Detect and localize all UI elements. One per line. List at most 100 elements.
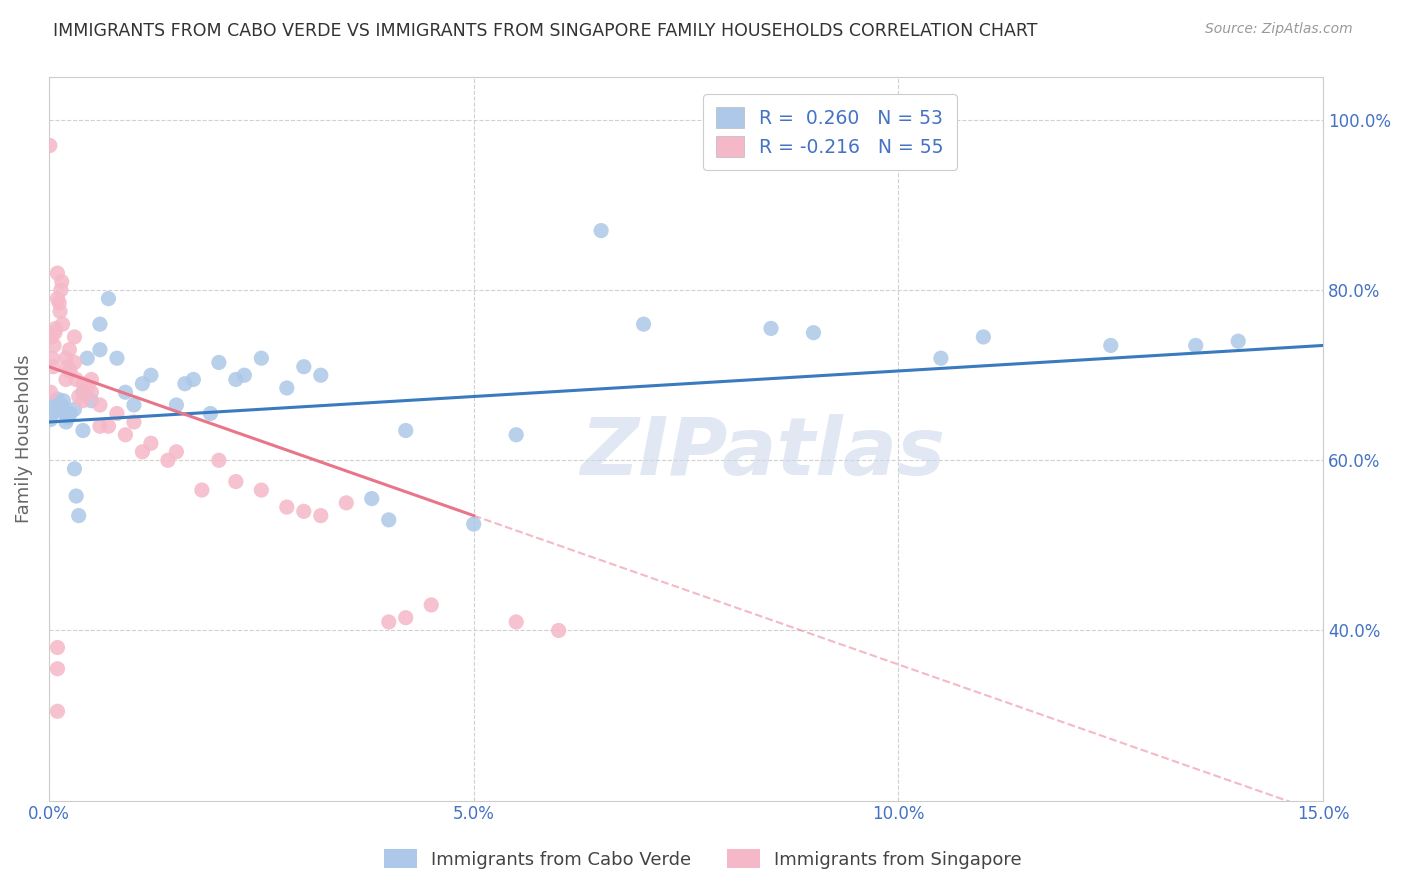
Point: [46, 392, 69, 406]
Point: [42, 338, 65, 352]
Point: [63, 402, 86, 417]
Point: [183, 372, 205, 386]
Point: [72, 424, 94, 438]
Point: [80, 393, 103, 408]
Point: [63, 462, 86, 476]
Point: [105, 351, 128, 366]
Point: [208, 453, 231, 467]
Point: [139, 436, 162, 450]
Point: [46, 640, 69, 655]
Point: [76, 351, 98, 366]
Point: [395, 424, 418, 438]
Point: [225, 372, 247, 386]
Point: [377, 615, 399, 629]
Point: [165, 398, 187, 412]
Point: [55, 351, 77, 366]
Point: [65, 489, 87, 503]
Point: [803, 326, 825, 340]
Point: [49, 283, 72, 297]
Point: [250, 351, 273, 366]
Point: [63, 330, 86, 344]
Point: [89, 419, 111, 434]
Point: [165, 444, 187, 458]
Point: [63, 355, 86, 369]
Point: [114, 427, 136, 442]
Point: [72, 385, 94, 400]
Point: [972, 330, 994, 344]
Point: [276, 500, 298, 514]
Point: [276, 381, 298, 395]
Point: [52, 393, 75, 408]
Point: [42, 402, 65, 417]
Point: [292, 359, 315, 374]
Point: [56, 359, 79, 374]
Point: [547, 624, 569, 638]
Point: [360, 491, 382, 506]
Point: [131, 444, 153, 458]
Point: [591, 224, 613, 238]
Point: [46, 704, 69, 718]
Point: [105, 407, 128, 421]
Point: [59, 407, 82, 421]
Point: [97, 419, 120, 434]
Point: [46, 662, 69, 676]
Text: ZIPatlas: ZIPatlas: [581, 415, 945, 492]
Point: [67, 389, 90, 403]
Point: [44, 326, 66, 340]
Point: [51, 275, 73, 289]
Point: [233, 368, 256, 383]
Point: [42, 359, 65, 374]
Point: [1184, 338, 1206, 352]
Point: [97, 292, 120, 306]
Point: [48, 402, 70, 417]
Point: [225, 475, 247, 489]
Legend: Immigrants from Cabo Verde, Immigrants from Singapore: Immigrants from Cabo Verde, Immigrants f…: [377, 842, 1029, 876]
Point: [505, 427, 527, 442]
Point: [191, 483, 214, 497]
Y-axis label: Family Households: Family Households: [15, 355, 32, 524]
Point: [292, 504, 315, 518]
Point: [89, 398, 111, 412]
Point: [505, 615, 527, 629]
Point: [67, 508, 90, 523]
Point: [76, 381, 98, 395]
Point: [395, 610, 418, 624]
Point: [51, 398, 73, 412]
Point: [41, 351, 63, 366]
Point: [122, 415, 145, 429]
Point: [1099, 338, 1122, 352]
Point: [80, 385, 103, 400]
Point: [41, 330, 63, 344]
Point: [420, 598, 443, 612]
Point: [46, 292, 69, 306]
Point: [89, 317, 111, 331]
Point: [929, 351, 952, 366]
Point: [759, 321, 782, 335]
Point: [59, 364, 82, 378]
Point: [1227, 334, 1250, 348]
Point: [51, 317, 73, 331]
Point: [200, 407, 222, 421]
Legend: R =  0.260   N = 53, R = -0.216   N = 55: R = 0.260 N = 53, R = -0.216 N = 55: [703, 94, 957, 169]
Point: [131, 376, 153, 391]
Point: [49, 404, 72, 418]
Point: [122, 398, 145, 412]
Point: [173, 376, 195, 391]
Point: [335, 496, 357, 510]
Text: Source: ZipAtlas.com: Source: ZipAtlas.com: [1205, 22, 1353, 37]
Point: [139, 368, 162, 383]
Point: [377, 513, 399, 527]
Point: [156, 453, 179, 467]
Point: [309, 368, 332, 383]
Point: [39, 385, 62, 400]
Point: [56, 410, 79, 425]
Point: [65, 372, 87, 386]
Point: [45, 395, 67, 409]
Point: [72, 376, 94, 391]
Point: [89, 343, 111, 357]
Point: [45, 321, 67, 335]
Point: [208, 355, 231, 369]
Point: [41, 407, 63, 421]
Point: [80, 372, 103, 386]
Point: [72, 393, 94, 408]
